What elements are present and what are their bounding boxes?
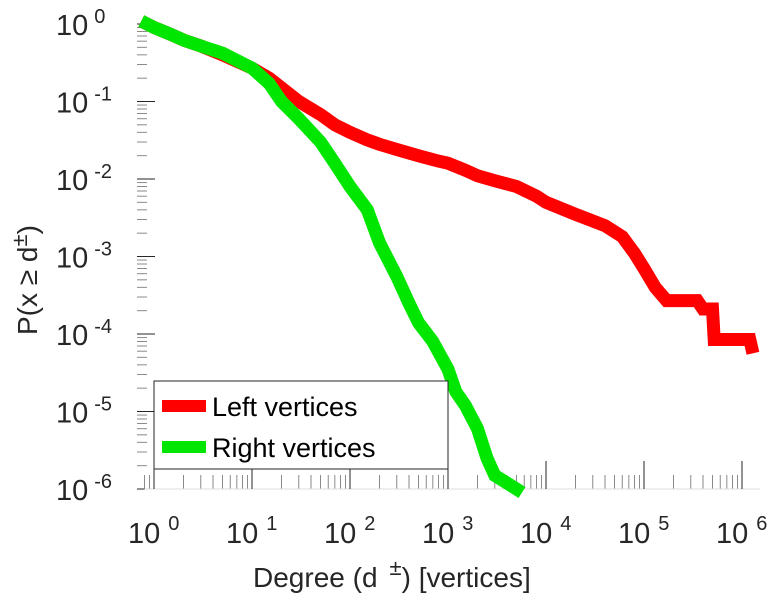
- x-tick-label: 10 3: [422, 513, 473, 550]
- x-axis-title-prefix: Degree (d: [253, 562, 378, 593]
- y-tick-labels: 10 0 10 -1 10 -2 10 -3 10 -4 10 -5 10 -6: [56, 6, 112, 507]
- x-tick-label-base: 10: [226, 518, 258, 550]
- y-tick-label-base: 10: [56, 165, 88, 197]
- y-tick-label-exp: -6: [94, 471, 112, 493]
- legend-label-left-vertices: Left vertices: [212, 392, 358, 422]
- y-tick-label-exp: 0: [94, 6, 105, 28]
- y-tick-label-exp: -4: [94, 316, 112, 338]
- y-axis-title: P(x ≥ d±): [7, 225, 43, 335]
- minor-ticks: [137, 27, 739, 489]
- x-tick-label-base: 10: [716, 518, 748, 550]
- y-tick-label: 10 0: [56, 6, 105, 42]
- x-tick-label-base: 10: [520, 518, 552, 550]
- x-tick-label-exp: 6: [756, 513, 767, 535]
- y-tick-label-base: 10: [56, 88, 88, 120]
- y-tick-label: 10 -1: [56, 84, 112, 120]
- y-tick-label: 10 -6: [56, 471, 112, 507]
- x-tick-label-exp: 1: [266, 513, 277, 535]
- y-tick-label-base: 10: [56, 475, 88, 507]
- series-layer: [138, 15, 760, 498]
- legend-label-right-vertices: Right vertices: [212, 433, 376, 463]
- y-tick-label-base: 10: [56, 10, 88, 42]
- y-tick-label: 10 -5: [56, 394, 112, 430]
- x-tick-label-exp: 2: [364, 513, 375, 535]
- y-axis-title-sup: ±: [7, 234, 32, 246]
- y-tick-label-exp: -2: [94, 161, 112, 183]
- x-axis-title-suffix: ) [vertices]: [402, 562, 531, 593]
- y-tick-label-exp: -5: [94, 394, 112, 416]
- x-axis-title: Degree (d ±) [vertices]: [253, 555, 531, 593]
- y-axis-title-prefix: P(x ≥ d: [12, 247, 43, 336]
- x-tick-label-base: 10: [618, 518, 650, 550]
- x-tick-label: 10 1: [226, 513, 277, 550]
- y-tick-label-base: 10: [56, 243, 88, 275]
- y-tick-label: 10 -3: [56, 239, 112, 275]
- y-tick-label-exp: -1: [94, 84, 112, 106]
- x-tick-label: 10 0: [128, 513, 179, 550]
- x-tick-label-exp: 3: [462, 513, 473, 535]
- x-tick-label-base: 10: [422, 518, 454, 550]
- x-tick-label-exp: 0: [168, 513, 179, 535]
- y-tick-label: 10 -4: [56, 316, 112, 352]
- x-tick-label: 10 4: [520, 513, 571, 550]
- x-tick-label: 10 2: [324, 513, 375, 550]
- x-tick-label-exp: 5: [658, 513, 669, 535]
- y-axis-title-suffix: ): [12, 225, 43, 234]
- x-axis-title-sup: ±: [390, 555, 402, 580]
- legend-box: [153, 380, 449, 470]
- x-tick-labels: 10 0 10 1 10 2 10 3 10 4 10 5 10 6: [128, 513, 767, 550]
- y-tick-label: 10 -2: [56, 161, 112, 197]
- x-tick-label-base: 10: [324, 518, 356, 550]
- y-tick-label-base: 10: [56, 398, 88, 430]
- x-tick-label: 10 6: [716, 513, 767, 550]
- series-line-right-vertices: [138, 15, 526, 498]
- x-tick-label: 10 5: [618, 513, 669, 550]
- y-tick-label-base: 10: [56, 320, 88, 352]
- y-tick-label-exp: -3: [94, 239, 112, 261]
- x-tick-label-exp: 4: [560, 513, 571, 535]
- legend: Left vertices Right vertices: [153, 380, 449, 470]
- x-tick-label-base: 10: [128, 518, 160, 550]
